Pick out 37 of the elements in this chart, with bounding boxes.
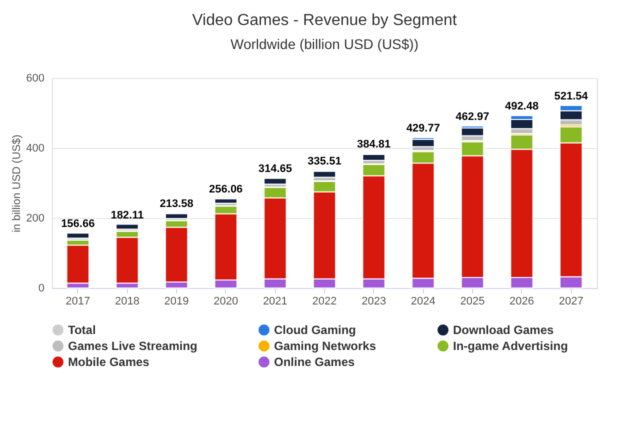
total-label: 384.81	[356, 138, 391, 150]
total-label: 182.11	[110, 209, 144, 222]
total-label: 256.06	[209, 183, 243, 196]
legend-label: Total	[68, 323, 96, 337]
y-tick-label: 0	[38, 282, 44, 294]
x-tick-label: 2019	[164, 296, 189, 308]
x-tick-label: 2018	[114, 296, 140, 308]
total-label: 213.58	[160, 198, 194, 210]
y-axis-title: in billion USD (US$)	[11, 134, 24, 232]
x-tick-label: 2017	[66, 296, 90, 308]
legend-label: In-game Advertising	[453, 339, 568, 353]
legend-label: Games Live Streaming	[68, 339, 198, 353]
legend-label: Mobile Games	[68, 355, 150, 369]
legend-label: Gaming Networks	[274, 339, 376, 353]
y-tick-label: 200	[26, 212, 44, 224]
chart-subtitle: Worldwide (billion USD (US$))	[230, 36, 419, 52]
y-tick-label: 600	[26, 72, 44, 84]
x-tick-label: 2027	[558, 296, 584, 308]
x-tick-label: 2020	[214, 296, 238, 308]
total-label: 429.77	[406, 122, 440, 135]
x-tick-label: 2022	[312, 296, 337, 308]
total-label: 156.66	[61, 218, 95, 230]
x-tick-label: 2024	[410, 296, 436, 308]
x-tick-label: 2025	[460, 296, 485, 308]
x-tick-label: 2021	[262, 296, 288, 308]
legend-label: Cloud Gaming	[274, 323, 356, 337]
total-label: 521.54	[554, 90, 589, 102]
chart-title: Video Games - Revenue by Segment	[192, 12, 458, 29]
y-tick-label: 400	[26, 142, 44, 154]
x-tick-label: 2026	[510, 296, 534, 308]
legend-label: Online Games	[274, 355, 356, 369]
x-tick-label: 2023	[362, 296, 386, 308]
legend-label: Download Games	[453, 323, 554, 337]
total-label: 462.97	[456, 110, 490, 123]
total-label: 335.51	[308, 156, 342, 168]
total-label: 314.65	[258, 162, 292, 175]
total-label: 492.48	[504, 100, 539, 113]
